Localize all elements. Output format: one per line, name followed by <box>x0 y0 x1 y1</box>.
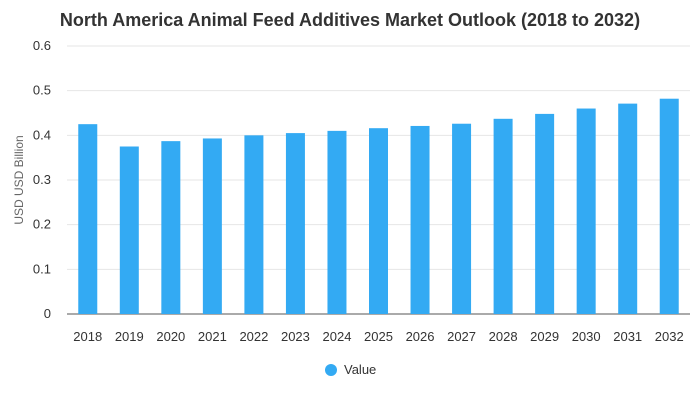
bar-2024[interactable] <box>327 130 347 314</box>
bar-2031[interactable] <box>618 103 638 315</box>
x-tick-label: 2023 <box>281 329 310 344</box>
bars <box>78 98 679 315</box>
legend[interactable]: Value <box>325 362 376 377</box>
bar-2027[interactable] <box>452 123 472 314</box>
x-tick-label: 2027 <box>447 329 476 344</box>
x-tick-label: 2028 <box>489 329 518 344</box>
x-tick-label: 2021 <box>198 329 227 344</box>
bar-2029[interactable] <box>535 113 555 314</box>
x-tick-label: 2020 <box>156 329 185 344</box>
y-axis-label: USD USD Billion <box>12 135 26 224</box>
y-tick-label: 0.6 <box>33 38 51 53</box>
bar-2021[interactable] <box>202 138 222 314</box>
y-tick-labels: 0 0.1 0.2 0.3 0.4 0.5 0.6 <box>33 38 51 321</box>
x-tick-label: 2019 <box>115 329 144 344</box>
x-tick-labels: 2018 2019 2020 2021 2022 2023 2024 2025 2026 2027… <box>73 329 683 344</box>
x-tick-label: 2029 <box>530 329 559 344</box>
chart-title: North America Animal Feed Additives Mark… <box>60 10 640 30</box>
bar-2026[interactable] <box>410 125 430 314</box>
bar-2030[interactable] <box>576 108 596 315</box>
bar-2020[interactable] <box>161 141 181 314</box>
bar-2028[interactable] <box>493 118 513 314</box>
y-tick-label: 0.4 <box>33 127 51 142</box>
bar-2018[interactable] <box>78 124 98 315</box>
legend-swatch <box>325 364 337 376</box>
bar-2022[interactable] <box>244 135 264 314</box>
x-tick-label: 2031 <box>613 329 642 344</box>
bar-2032[interactable] <box>659 98 679 314</box>
y-tick-label: 0 <box>44 306 51 321</box>
y-tick-label: 0.3 <box>33 172 51 187</box>
y-tick-label: 0.1 <box>33 261 51 276</box>
x-tick-label: 2018 <box>73 329 102 344</box>
x-tick-label: 2022 <box>239 329 268 344</box>
x-tick-label: 2024 <box>323 329 352 344</box>
bar-2023[interactable] <box>285 133 305 314</box>
legend-label: Value <box>344 362 376 377</box>
bar-2019[interactable] <box>119 146 139 315</box>
y-tick-label: 0.5 <box>33 83 51 98</box>
x-tick-label: 2030 <box>572 329 601 344</box>
x-tick-label: 2026 <box>406 329 435 344</box>
x-tick-label: 2032 <box>655 329 684 344</box>
y-tick-label: 0.2 <box>33 217 51 232</box>
bar-2025[interactable] <box>369 128 388 314</box>
x-tick-label: 2025 <box>364 329 393 344</box>
